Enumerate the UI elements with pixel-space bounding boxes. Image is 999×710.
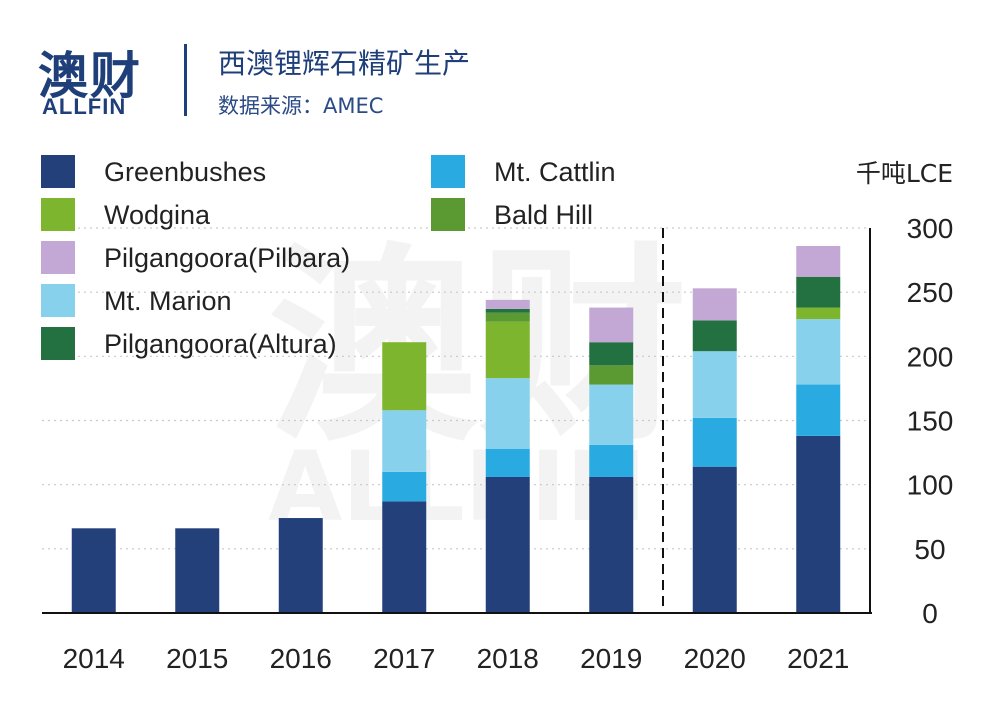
bar-segment: [485, 308, 530, 313]
legend-swatch: [41, 241, 75, 274]
bar-segment: [589, 384, 634, 445]
bar-segment: [796, 245, 841, 277]
bar-segment: [589, 444, 634, 477]
bar-segment: [692, 288, 737, 321]
x-tick-label: 2015: [166, 643, 228, 674]
y-unit-label: 千吨LCE: [856, 159, 953, 188]
bar-segment: [692, 466, 737, 613]
bar-segment: [589, 365, 634, 385]
y-tick-label: 200: [907, 341, 954, 372]
legend-swatch: [41, 327, 75, 360]
x-tick-label: 2018: [477, 643, 539, 674]
watermark-en: ALLFIN: [268, 431, 646, 543]
bar-segment: [796, 276, 841, 308]
brand-logo-en: ALLFIN: [42, 94, 127, 119]
legend-swatch: [41, 155, 75, 188]
bar-segment: [796, 435, 841, 613]
x-tick-label: 2017: [373, 643, 435, 674]
x-tick-label: 2019: [580, 643, 642, 674]
legend-label: Pilgangoora(Altura): [104, 329, 337, 359]
legend-label: Greenbushes: [104, 157, 266, 187]
bar-segment: [71, 528, 116, 613]
bar-segment: [278, 518, 323, 613]
legend-label: Mt. Marion: [104, 286, 232, 316]
bar-segment: [382, 471, 427, 502]
bar-segment: [485, 476, 530, 613]
legend-label: Bald Hill: [494, 200, 593, 230]
brand-logo-cn: 澳财: [38, 47, 142, 105]
legend: Greenbushes Wodgina Pilgangoora(Pilbara) Mt…: [41, 155, 616, 360]
legend-label: Mt. Cattlin: [494, 157, 616, 187]
bar-segment: [589, 476, 634, 613]
x-tick-label: 2014: [63, 643, 125, 674]
legend-label: Wodgina: [104, 200, 211, 230]
bar-segment: [485, 448, 530, 477]
y-tick-label: 0: [922, 598, 938, 629]
y-tick-label: 300: [907, 213, 954, 244]
bar-segment: [382, 342, 427, 411]
bar-segment: [382, 410, 427, 472]
bar-segment: [796, 307, 841, 320]
bar-segment: [382, 501, 427, 613]
header-divider: [184, 44, 187, 116]
bar-segment: [692, 417, 737, 467]
legend-label: Pilgangoora(Pilbara): [104, 243, 350, 273]
bar-segment: [589, 342, 634, 366]
x-tick-label: 2021: [787, 643, 849, 674]
legend-swatch: [431, 198, 465, 231]
legend-swatch: [431, 155, 465, 188]
x-tick-label: 2020: [684, 643, 746, 674]
bar-segment: [796, 384, 841, 436]
x-tick-label: 2016: [270, 643, 332, 674]
bar-segment: [175, 528, 220, 613]
y-tick-label: 150: [907, 406, 954, 437]
bar-segment: [485, 321, 530, 379]
bars: [71, 245, 841, 613]
bar-segment: [589, 307, 634, 343]
chart-title: 西澳锂辉石精矿生产: [218, 47, 471, 80]
axes: 0 50 100 150 200 250 300 2014 2015 2016 2017 2018 20…: [42, 213, 953, 674]
bar-segment: [485, 378, 530, 449]
bar-segment: [692, 351, 737, 418]
chart-header: 澳财 ALLFIN 西澳锂辉石精矿生产 数据来源：AMEC: [0, 0, 999, 130]
y-tick-label: 100: [907, 470, 954, 501]
bar-segment: [485, 299, 530, 309]
y-tick-label: 250: [907, 277, 954, 308]
bar-segment: [485, 312, 530, 322]
legend-swatch: [41, 284, 75, 317]
bar-segment: [692, 320, 737, 352]
legend-swatch: [41, 198, 75, 231]
chart-source: 数据来源：AMEC: [218, 94, 384, 118]
y-tick-label: 50: [914, 534, 945, 565]
bar-segment: [796, 319, 841, 385]
